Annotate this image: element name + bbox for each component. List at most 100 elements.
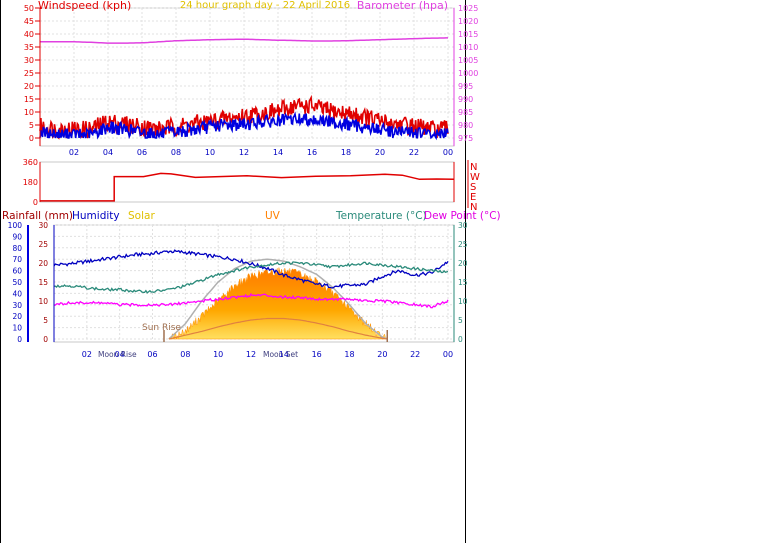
wind-x-tick-label: 00 <box>443 148 453 157</box>
direction-y-ticks: 360 180 0 <box>23 158 38 207</box>
temp-x-tick-label: 22 <box>410 350 420 359</box>
wind-y-tick-label: 35 <box>24 43 34 52</box>
direction-y-tick-label: 0 <box>33 198 38 207</box>
temp-x-tick-label: 14 <box>279 350 289 359</box>
legend-label: Dew Point (°C) <box>424 210 501 222</box>
barometer-y-ticks: 1025 1020 1015 1010 1005 1000 995 990 985 980 975 <box>458 4 478 143</box>
wind-x-tick-label: 06 <box>137 148 147 157</box>
barometer-axis-title: Barometer (hpa) <box>357 0 448 12</box>
barometer-y-tick-label: 1020 <box>458 17 478 26</box>
wind-y-tick-label: 40 <box>24 30 34 39</box>
barometer-y-tick-label: 980 <box>458 121 473 130</box>
temp-series-line-temperature <box>54 261 449 294</box>
barometer-y-tick-label: 1010 <box>458 43 478 52</box>
sun-moon-annotations: Sun Rise Moon Rise Moon Set <box>98 323 389 359</box>
temp-y-tick-label: 30 <box>458 221 468 230</box>
wind-y-tick-label: 50 <box>24 4 34 13</box>
wind-x-tick-label: 10 <box>205 148 215 157</box>
legend-label: Rainfall (mm) <box>2 210 73 222</box>
humidity-y-tick-label: 0 <box>17 335 22 344</box>
wind-x-tick-label: 18 <box>341 148 351 157</box>
wind-series-line-0 <box>40 37 448 44</box>
barometer-y-tick-label: 1000 <box>458 69 478 78</box>
direction-letter: N <box>470 202 477 213</box>
temp-x-tick-label: 18 <box>344 350 354 359</box>
wind-y-tick-label: 10 <box>24 108 34 117</box>
barometer-y-tick-label: 975 <box>458 134 473 143</box>
humidity-y-tick-label: 90 <box>12 232 22 241</box>
moon-set-label: Moon Set <box>263 350 298 359</box>
barometer-y-tick-label: 1025 <box>458 4 478 13</box>
wind-x-tick-label: 02 <box>69 148 79 157</box>
direction-letter: S <box>470 182 476 193</box>
temp-x-tick-label: 02 <box>82 350 92 359</box>
temp-x-tick-label: 08 <box>180 350 190 359</box>
humidity-y-tick-label: 50 <box>12 278 22 287</box>
temp-x-tick-label: 04 <box>115 350 125 359</box>
temp-x-tick-label: 06 <box>147 350 157 359</box>
wind-x-tick-label: 08 <box>171 148 181 157</box>
wind-y-tick-label: 5 <box>29 121 34 130</box>
barometer-y-tick-label: 1005 <box>458 56 478 65</box>
temp-series-line-humidity <box>53 249 449 289</box>
humidity-y-tick-label: 60 <box>12 267 22 276</box>
temp-y-tick-label: 25 <box>458 240 468 249</box>
uv-curve <box>168 317 388 340</box>
temp-x-ticks: 02 04 06 08 10 12 14 16 18 20 22 00 <box>82 350 453 359</box>
temp-y-ticks: 30 25 20 15 10 5 0 <box>458 221 468 344</box>
solar-filled-area <box>168 267 388 340</box>
temp-x-tick-label: 12 <box>246 350 256 359</box>
temp-x-tick-label: 10 <box>213 350 223 359</box>
temp-x-tick-label: 20 <box>377 350 387 359</box>
wind-y-tick-label: 0 <box>29 134 34 143</box>
temp-series-line-dew-point <box>54 292 449 309</box>
humidity-y-tick-label: 10 <box>12 324 22 333</box>
wind-x-tick-label: 04 <box>103 148 113 157</box>
wind-y-tick-label: 25 <box>24 69 34 78</box>
moon-rise-label: Moon Rise <box>98 350 137 359</box>
humidity-y-tick-label: 40 <box>12 289 22 298</box>
rain-y-tick-label: 5 <box>43 316 48 325</box>
temp-y-tick-label: 0 <box>458 335 463 344</box>
clear-sky-curve <box>168 258 388 340</box>
temp-y-tick-label: 5 <box>458 316 463 325</box>
rain-y-tick-label: 15 <box>38 278 48 287</box>
temp-y-tick-label: 15 <box>458 278 468 287</box>
legend-label: Temperature (°C) <box>335 210 427 222</box>
direction-series <box>40 172 455 202</box>
direction-y-tick-label: 360 <box>23 158 38 167</box>
wind-x-tick-label: 12 <box>239 148 249 157</box>
temp-y-tick-label: 10 <box>458 297 468 306</box>
direction-y-tick-label: 180 <box>23 178 38 187</box>
direction-letter: E <box>470 192 476 203</box>
barometer-y-tick-label: 990 <box>458 95 473 104</box>
wind-series-line-2 <box>39 111 449 141</box>
wind-y-tick-label: 45 <box>24 17 34 26</box>
rain-y-tick-label: 30 <box>38 221 48 230</box>
wind-series <box>39 37 449 141</box>
solar-area <box>168 258 388 340</box>
rain-y-tick-label: 10 <box>38 297 48 306</box>
legend-label: Solar <box>128 210 155 222</box>
temp-series <box>53 249 449 309</box>
wind-y-tick-label: 30 <box>24 56 34 65</box>
wind-x-tick-label: 16 <box>307 148 317 157</box>
humidity-y-tick-label: 70 <box>12 255 22 264</box>
wind-x-tick-label: 20 <box>375 148 385 157</box>
wind-x-tick-label: 14 <box>273 148 283 157</box>
humidity-y-tick-label: 80 <box>12 244 22 253</box>
wind-y-tick-label: 15 <box>24 95 34 104</box>
rain-y-tick-label: 20 <box>38 259 48 268</box>
direction-series-line <box>40 172 455 202</box>
graph-title: 24 hour graph day - 22 April 2016 <box>180 0 350 11</box>
direction-letter: W <box>470 172 480 183</box>
windspeed-axis-title: Windspeed (kph) <box>38 0 131 12</box>
wind-y-tick-label: 20 <box>24 82 34 91</box>
